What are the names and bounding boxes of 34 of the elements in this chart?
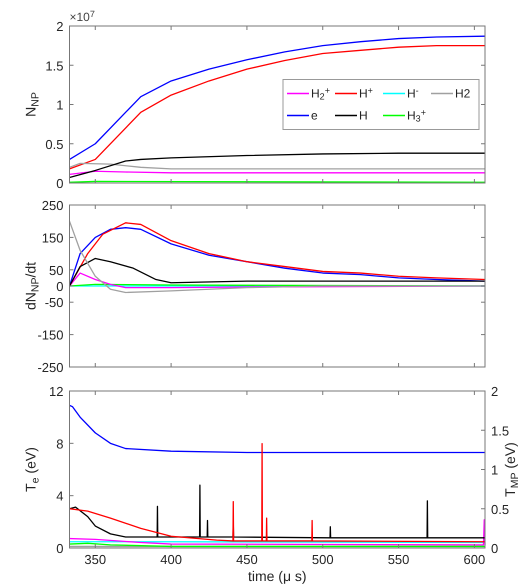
legend-label: H2 [455, 86, 471, 100]
y2-tick-label: 0 [491, 541, 498, 556]
y-tick-label: 1.5 [45, 58, 64, 74]
y2-tick-label: 2 [491, 384, 498, 399]
y-tick-label: 8 [56, 436, 64, 452]
x-tick-label: 500 [312, 552, 334, 567]
y-tick-label: -50 [44, 295, 64, 310]
y-tick-label: 2 [56, 19, 64, 34]
y-tick-label: 0 [56, 176, 64, 191]
y2-tick-label: 1 [491, 462, 498, 478]
x-axis-title: time (μ s) [248, 568, 307, 584]
x-tick-label: 550 [388, 552, 410, 567]
y-tick-label: 150 [42, 230, 64, 246]
y2-tick-label: 1.5 [491, 423, 510, 438]
y-tick-label: 12 [49, 384, 64, 399]
x-tick-label: 400 [160, 552, 182, 567]
y-tick-label: -250 [37, 360, 64, 375]
legend-label: H [359, 108, 368, 122]
x-tick-label: 350 [84, 552, 106, 567]
legend-label: e [311, 108, 318, 122]
text: ×10$^{7}$ [70, 8, 95, 24]
x-tick-label: 600 [464, 552, 486, 567]
y-tick-label: -150 [37, 328, 64, 343]
y-tick-label: 1 [56, 98, 64, 112]
y-tick-label: 0 [56, 279, 64, 294]
legend-label: H$^{-}$ [407, 85, 419, 100]
legend-label: H$^{+}$ [359, 85, 373, 100]
y-tick-label: 0.5 [45, 136, 64, 152]
x-tick-label: 450 [236, 552, 258, 567]
y2-tick-label: 0.5 [491, 502, 510, 517]
y-tick-label: 250 [42, 198, 64, 213]
y-tick-label: 0 [56, 541, 64, 556]
y-tick-label: 4 [56, 488, 64, 504]
y-tick-label: 50 [49, 262, 64, 278]
